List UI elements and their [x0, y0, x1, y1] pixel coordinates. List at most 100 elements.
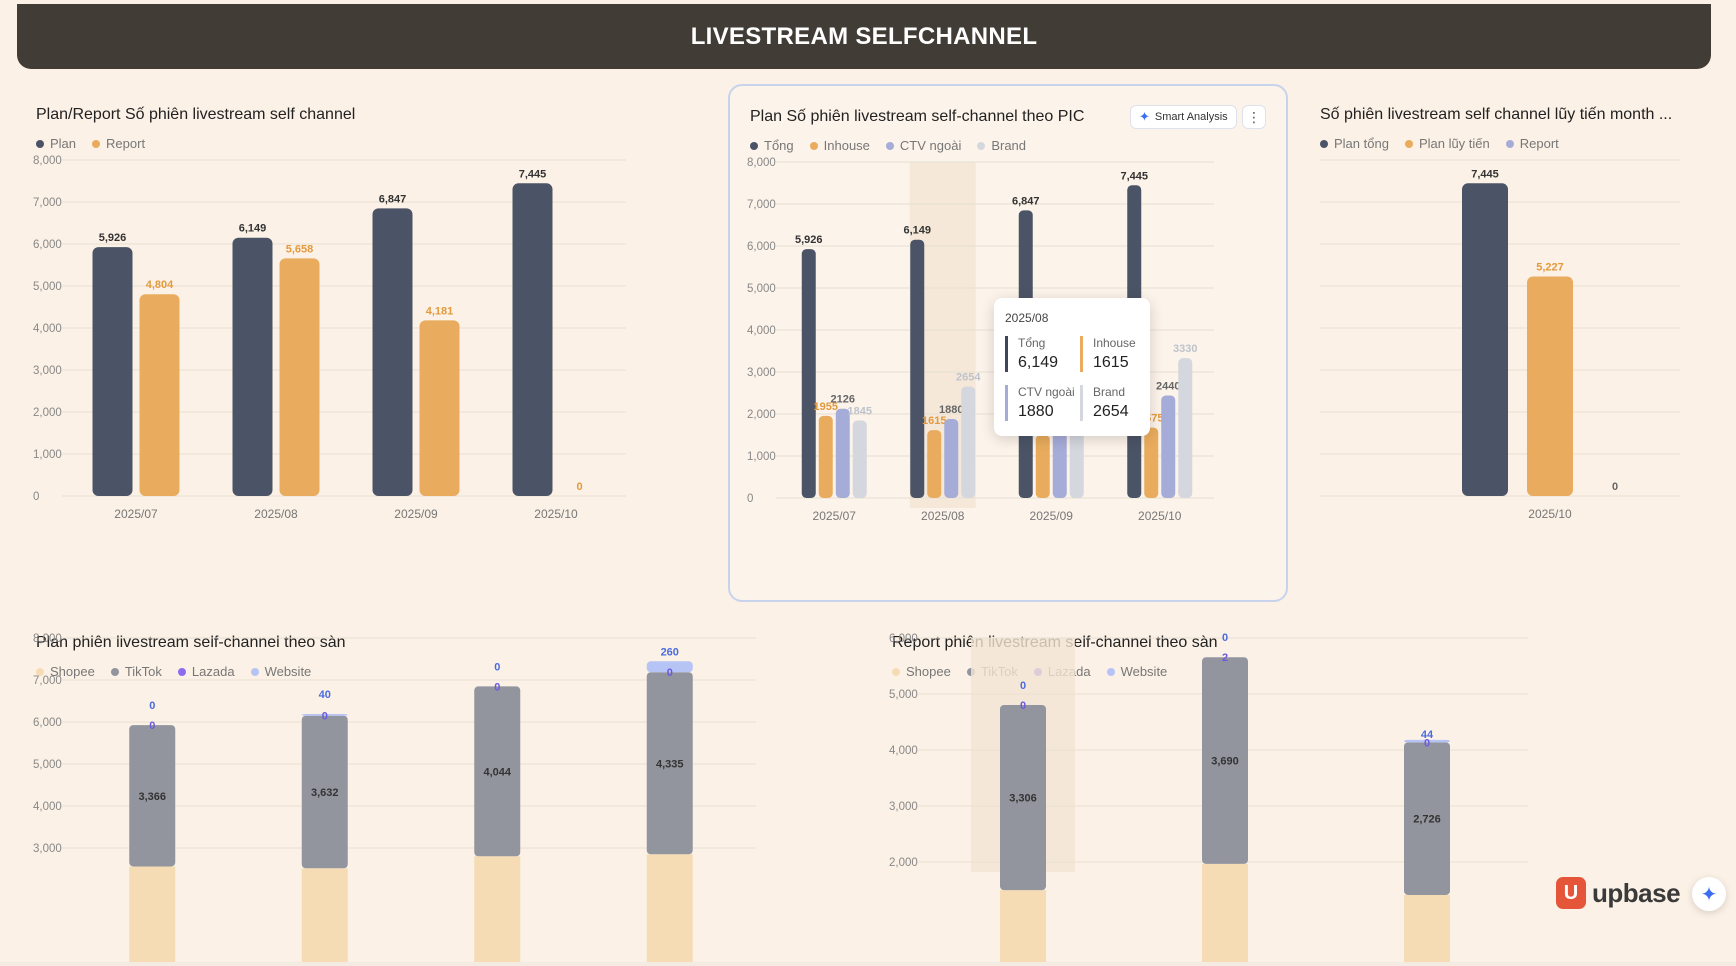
- y-tick-label: 4,000: [33, 323, 62, 335]
- data-label-tiktok: 3,632: [311, 787, 339, 799]
- legend-item-report[interactable]: Report: [1505, 136, 1559, 151]
- legend-item-brand[interactable]: Brand: [977, 138, 1026, 153]
- data-label-plan-l-y-ti-n: 5,227: [1536, 261, 1564, 273]
- data-label-tiktok: 3,366: [138, 791, 166, 803]
- bar-brand-4: [1178, 358, 1193, 498]
- bar-plan-1: [92, 247, 133, 496]
- legend-label: Inhouse: [823, 138, 870, 153]
- x-tick-label: 2025/08: [921, 509, 965, 523]
- data-label-website: 260: [661, 646, 679, 658]
- data-label-t-ng: 6,847: [1012, 195, 1040, 207]
- x-tick-label: 2025/08: [254, 507, 298, 521]
- chart-tooltip: 2025/08 Tổng 6,149 Inhouse 1615 CTV ngoà…: [994, 298, 1150, 436]
- data-label-tiktok: 3,690: [1211, 756, 1239, 768]
- legend-dot: [1404, 139, 1413, 148]
- bar-brand-1: [852, 420, 867, 498]
- data-label-website: 44: [1421, 729, 1434, 741]
- legend-item-website[interactable]: Website: [1106, 664, 1168, 679]
- data-label-website: 0: [1222, 632, 1228, 644]
- y-tick-label: 1,000: [33, 449, 62, 461]
- data-label-inhouse: 1615: [922, 415, 946, 427]
- legend-item-plan-l-y-ti-n[interactable]: Plan lũy tiến: [1404, 136, 1490, 151]
- y-tick-label: 5,000: [747, 283, 776, 295]
- y-tick-label: 2,000: [33, 407, 62, 419]
- more-options-button[interactable]: ⋮: [1242, 105, 1266, 129]
- data-label-brand: 2654: [956, 372, 981, 384]
- chart-plan-report: 0 1,000 2,000 3,000 4,000 5,000 6,000 7,000 8,00…: [33, 155, 626, 521]
- legend-item-inhouse[interactable]: Inhouse: [809, 138, 870, 153]
- panel-plan-report: Plan/Report Số phiên livestream self cha…: [16, 86, 706, 586]
- bar-report-2: [279, 258, 320, 496]
- x-tick-label: 2025/10: [534, 507, 578, 521]
- legend-label: Report: [106, 136, 146, 151]
- data-label-brand: 1845: [848, 406, 872, 418]
- legend-dot: [750, 141, 758, 150]
- y-tick-label: 6,000: [33, 239, 62, 251]
- legend-label: Plan lũy tiến: [1418, 136, 1490, 151]
- tooltip-item-ctv: CTV ngoài 1880: [1005, 385, 1075, 421]
- y-tick-label: 4,000: [889, 745, 918, 757]
- bar-shopee-1: [129, 866, 176, 966]
- panel-cumulative: Số phiên livestream self channel lũy tiế…: [1300, 86, 1720, 586]
- legend-dot: [1505, 139, 1514, 148]
- legend-item-plan[interactable]: Plan: [36, 136, 76, 151]
- bar-shopee-1: [1000, 890, 1046, 966]
- sparkle-icon: ✦: [1700, 883, 1718, 906]
- legend-item-website[interactable]: Website: [250, 664, 311, 679]
- bar-ctv-ngo-i-4: [1161, 395, 1176, 498]
- legend-label: Brand: [991, 138, 1027, 153]
- data-label-website: 0: [149, 700, 155, 712]
- bar-brand-2: [961, 386, 976, 498]
- x-tick-label: 2025/10: [1138, 509, 1182, 523]
- legend-item-tiktok[interactable]: TikTok: [110, 664, 162, 679]
- legend-label: Tổng: [764, 138, 794, 153]
- dashboard-header: LIVESTREAM SELFCHANNEL: [17, 4, 1711, 69]
- y-tick-label: 5,000: [33, 281, 62, 293]
- data-label-report: 4,804: [146, 279, 174, 291]
- tooltip-item-inhouse: Inhouse 1615: [1080, 336, 1136, 372]
- ai-assistant-button[interactable]: ✦: [1692, 877, 1726, 911]
- bar-tiktok-3: [474, 686, 521, 857]
- bar-plan-t-ng-1: [1462, 183, 1508, 496]
- data-label-website: 40: [319, 689, 331, 701]
- data-label-ctv-ngo-i: 1880: [939, 404, 963, 416]
- panel-plan-platform: Plan phiên livestream self-channel theo …: [16, 614, 846, 966]
- y-tick-label: 4,000: [33, 801, 62, 813]
- smart-analysis-button[interactable]: ✦ Smart Analysis: [1130, 105, 1237, 129]
- legend-dot: [977, 141, 986, 150]
- legend-item-t-ng[interactable]: Tổng: [750, 138, 794, 153]
- bar-tiktok-4: [646, 672, 693, 855]
- legend-item-lazada[interactable]: Lazada: [177, 664, 235, 679]
- legend-item-report[interactable]: Report: [92, 136, 145, 151]
- legend-label: Plan tổng: [1334, 136, 1389, 151]
- bar-shopee-2: [1202, 863, 1248, 966]
- legend-dot: [809, 141, 818, 150]
- y-tick-label: 0: [33, 491, 39, 503]
- legend-item-shopee[interactable]: Shopee: [892, 664, 951, 679]
- data-label-t-ng: 7,445: [1120, 170, 1148, 182]
- legend-dot: [885, 141, 894, 150]
- legend-label: Website: [1120, 664, 1168, 679]
- legend-item-plan-t-ng[interactable]: Plan tổng: [1320, 136, 1389, 151]
- chart-legend: Plan Report: [36, 136, 145, 151]
- data-label-plan: 5,926: [99, 232, 127, 244]
- y-tick-label: 4,000: [747, 325, 776, 337]
- bar-report-1: [139, 294, 180, 496]
- data-label-lazada: 2: [1222, 652, 1228, 664]
- tooltip-item-brand: Brand 2654: [1080, 385, 1129, 421]
- chart-cumulative: 7,445 5,227 0 2025/10: [1320, 159, 1680, 521]
- bar-tiktok-1: [1000, 704, 1046, 891]
- legend-label: CTV ngoài: [899, 138, 962, 153]
- bar-inhouse-2: [927, 430, 942, 498]
- legend-item-shopee[interactable]: Shopee: [36, 664, 95, 679]
- data-label-website: 0: [1020, 680, 1026, 692]
- data-label-report: 4,181: [426, 305, 454, 317]
- data-label-plan: 6,149: [239, 223, 267, 235]
- legend-dot: [1320, 139, 1328, 148]
- legend-item-ctv-ngo-i[interactable]: CTV ngoài: [885, 138, 962, 153]
- y-tick-label: 0: [747, 493, 753, 505]
- data-label-t-ng: 6,149: [903, 225, 931, 237]
- bar-tiktok-2: [1202, 657, 1248, 864]
- upbase-logo: U upbase: [1556, 877, 1681, 909]
- panel-title: Plan Số phiên livestream self-channel th…: [750, 108, 1085, 125]
